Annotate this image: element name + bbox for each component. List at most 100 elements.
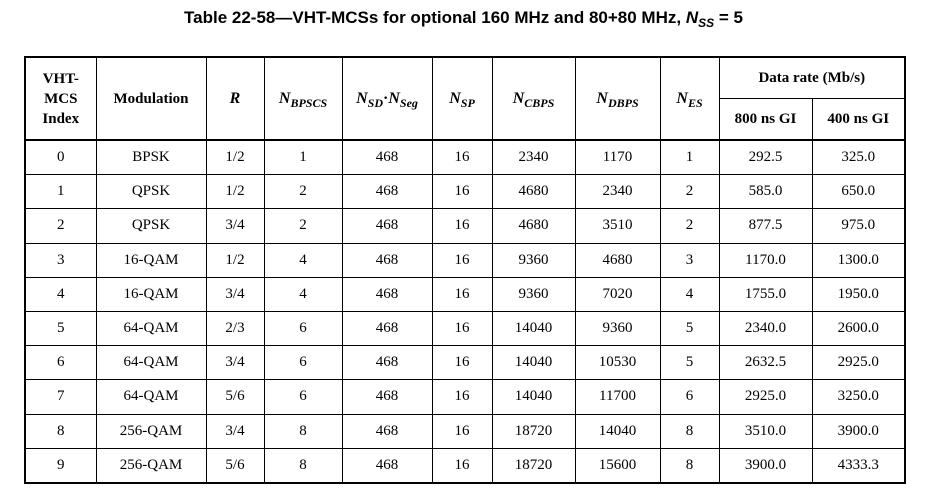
cell-ndbps: 10530 xyxy=(574,345,661,381)
header-r: R xyxy=(205,56,265,141)
table-row: 7 64-QAM 5/6 6 468 16 14040 11700 6 2925.0 3250.0 xyxy=(24,379,906,415)
cell-ndbps: 14040 xyxy=(574,413,661,449)
cell-nsp: 16 xyxy=(431,310,493,347)
cell-mcs-index: 5 xyxy=(24,310,97,347)
table-body: 0 BPSK 1/2 1 468 16 2340 1170 1 292.5 325.0 1 QPSK 1/… xyxy=(24,139,906,484)
table-caption: Table 22-58—VHT-MCSs for optional 160 MH… xyxy=(0,6,927,30)
cell-ndbps: 15600 xyxy=(574,447,661,484)
table-row: 3 16-QAM 1/2 4 468 16 9360 4680 3 1170.0 1300.0 xyxy=(24,242,906,278)
cell-rate-400ns: 975.0 xyxy=(811,208,906,244)
cell-nes: 2 xyxy=(659,208,720,244)
cell-nsp: 16 xyxy=(431,413,493,449)
header-row: VHT- MCS Index Modulation R NBPSCS NSD·N… xyxy=(24,56,906,141)
cell-nbpscs: 2 xyxy=(263,208,343,244)
cell-ncbps: 2340 xyxy=(491,139,576,176)
cell-nsp: 16 xyxy=(431,208,493,244)
cell-mcs-index: 0 xyxy=(24,139,97,176)
cell-modulation: 16-QAM xyxy=(95,242,207,278)
header-nbpscs: NBPSCS xyxy=(263,56,343,141)
cell-nes: 6 xyxy=(659,379,720,415)
cell-nes: 8 xyxy=(659,447,720,484)
cell-modulation: QPSK xyxy=(95,174,207,210)
cell-rate-400ns: 3900.0 xyxy=(811,413,906,449)
cell-nbpscs: 4 xyxy=(263,276,343,312)
cell-nbpscs: 8 xyxy=(263,413,343,449)
table-row: 9 256-QAM 5/6 8 468 16 18720 15600 8 3900.0 4333.3 xyxy=(24,447,906,484)
header-data-rate: Data rate (Mb/s) xyxy=(718,56,906,99)
cell-nsd-nseg: 468 xyxy=(341,174,433,210)
header-subrow: 800 ns GI 400 ns GI xyxy=(25,98,906,141)
cell-rate-800ns: 2925.0 xyxy=(718,379,813,415)
header-400ns-gi: 400 ns GI xyxy=(811,98,906,141)
cell-nsd-nseg: 468 xyxy=(341,379,433,415)
cell-nes: 5 xyxy=(659,310,720,347)
table-row: 5 64-QAM 2/3 6 468 16 14040 9360 5 2340.0 2600.0 xyxy=(24,310,906,347)
cell-rate-400ns: 4333.3 xyxy=(811,447,906,484)
cell-nbpscs: 4 xyxy=(263,242,343,278)
cell-nes: 4 xyxy=(659,276,720,312)
cell-rate-400ns: 2600.0 xyxy=(811,310,906,347)
cell-rate-800ns: 3900.0 xyxy=(718,447,813,484)
cell-mcs-index: 9 xyxy=(24,447,97,484)
header-ndbps: NDBPS xyxy=(574,56,661,141)
cell-nes: 1 xyxy=(659,139,720,176)
cell-ncbps: 18720 xyxy=(491,413,576,449)
cell-nes: 2 xyxy=(659,174,720,210)
cell-nsp: 16 xyxy=(431,276,493,312)
header-nsp: NSP xyxy=(431,56,493,141)
cell-nbpscs: 6 xyxy=(263,345,343,381)
cell-r: 3/4 xyxy=(205,276,265,312)
cell-ndbps: 1170 xyxy=(574,139,661,176)
cell-rate-800ns: 2340.0 xyxy=(718,310,813,347)
vht-mcs-table: VHT- MCS Index Modulation R NBPSCS NSD·N… xyxy=(24,56,907,484)
caption-nss-value: = 5 xyxy=(714,8,743,27)
cell-ncbps: 4680 xyxy=(491,208,576,244)
cell-r: 1/2 xyxy=(205,174,265,210)
caption-nss-symbol: NSS xyxy=(685,8,715,30)
cell-r: 2/3 xyxy=(205,310,265,347)
cell-rate-800ns: 1170.0 xyxy=(718,242,813,278)
cell-r: 3/4 xyxy=(205,208,265,244)
cell-nbpscs: 8 xyxy=(263,447,343,484)
cell-rate-400ns: 650.0 xyxy=(811,174,906,210)
cell-mcs-index: 1 xyxy=(24,174,97,210)
cell-modulation: 256-QAM xyxy=(95,447,207,484)
cell-rate-800ns: 292.5 xyxy=(718,139,813,176)
cell-nbpscs: 6 xyxy=(263,379,343,415)
cell-nsp: 16 xyxy=(431,174,493,210)
table-row: 4 16-QAM 3/4 4 468 16 9360 7020 4 1755.0 1950.0 xyxy=(24,276,906,312)
cell-nbpscs: 6 xyxy=(263,310,343,347)
cell-ncbps: 14040 xyxy=(491,310,576,347)
cell-rate-800ns: 3510.0 xyxy=(718,413,813,449)
cell-rate-400ns: 1300.0 xyxy=(811,242,906,278)
header-nsd-nseg: NSD·NSeg xyxy=(341,56,433,141)
cell-ndbps: 9360 xyxy=(574,310,661,347)
cell-modulation: 64-QAM xyxy=(95,379,207,415)
cell-ndbps: 4680 xyxy=(574,242,661,278)
cell-nbpscs: 1 xyxy=(263,139,343,176)
cell-nsd-nseg: 468 xyxy=(341,242,433,278)
cell-modulation: QPSK xyxy=(95,208,207,244)
cell-modulation: BPSK xyxy=(95,139,207,176)
cell-rate-400ns: 2925.0 xyxy=(811,345,906,381)
cell-rate-400ns: 1950.0 xyxy=(811,276,906,312)
cell-mcs-index: 8 xyxy=(24,413,97,449)
cell-r: 3/4 xyxy=(205,345,265,381)
cell-nsd-nseg: 468 xyxy=(341,139,433,176)
cell-r: 1/2 xyxy=(205,139,265,176)
cell-r: 3/4 xyxy=(205,413,265,449)
cell-nsp: 16 xyxy=(431,345,493,381)
cell-r: 1/2 xyxy=(205,242,265,278)
cell-rate-400ns: 325.0 xyxy=(811,139,906,176)
cell-nes: 8 xyxy=(659,413,720,449)
cell-mcs-index: 6 xyxy=(24,345,97,381)
cell-nsd-nseg: 468 xyxy=(341,208,433,244)
cell-rate-800ns: 585.0 xyxy=(718,174,813,210)
cell-rate-400ns: 3250.0 xyxy=(811,379,906,415)
table-row: 2 QPSK 3/4 2 468 16 4680 3510 2 877.5 975.0 xyxy=(24,208,906,244)
cell-rate-800ns: 1755.0 xyxy=(718,276,813,312)
cell-ndbps: 3510 xyxy=(574,208,661,244)
cell-rate-800ns: 2632.5 xyxy=(718,345,813,381)
header-800ns-gi: 800 ns GI xyxy=(718,98,813,141)
cell-nsd-nseg: 468 xyxy=(341,276,433,312)
